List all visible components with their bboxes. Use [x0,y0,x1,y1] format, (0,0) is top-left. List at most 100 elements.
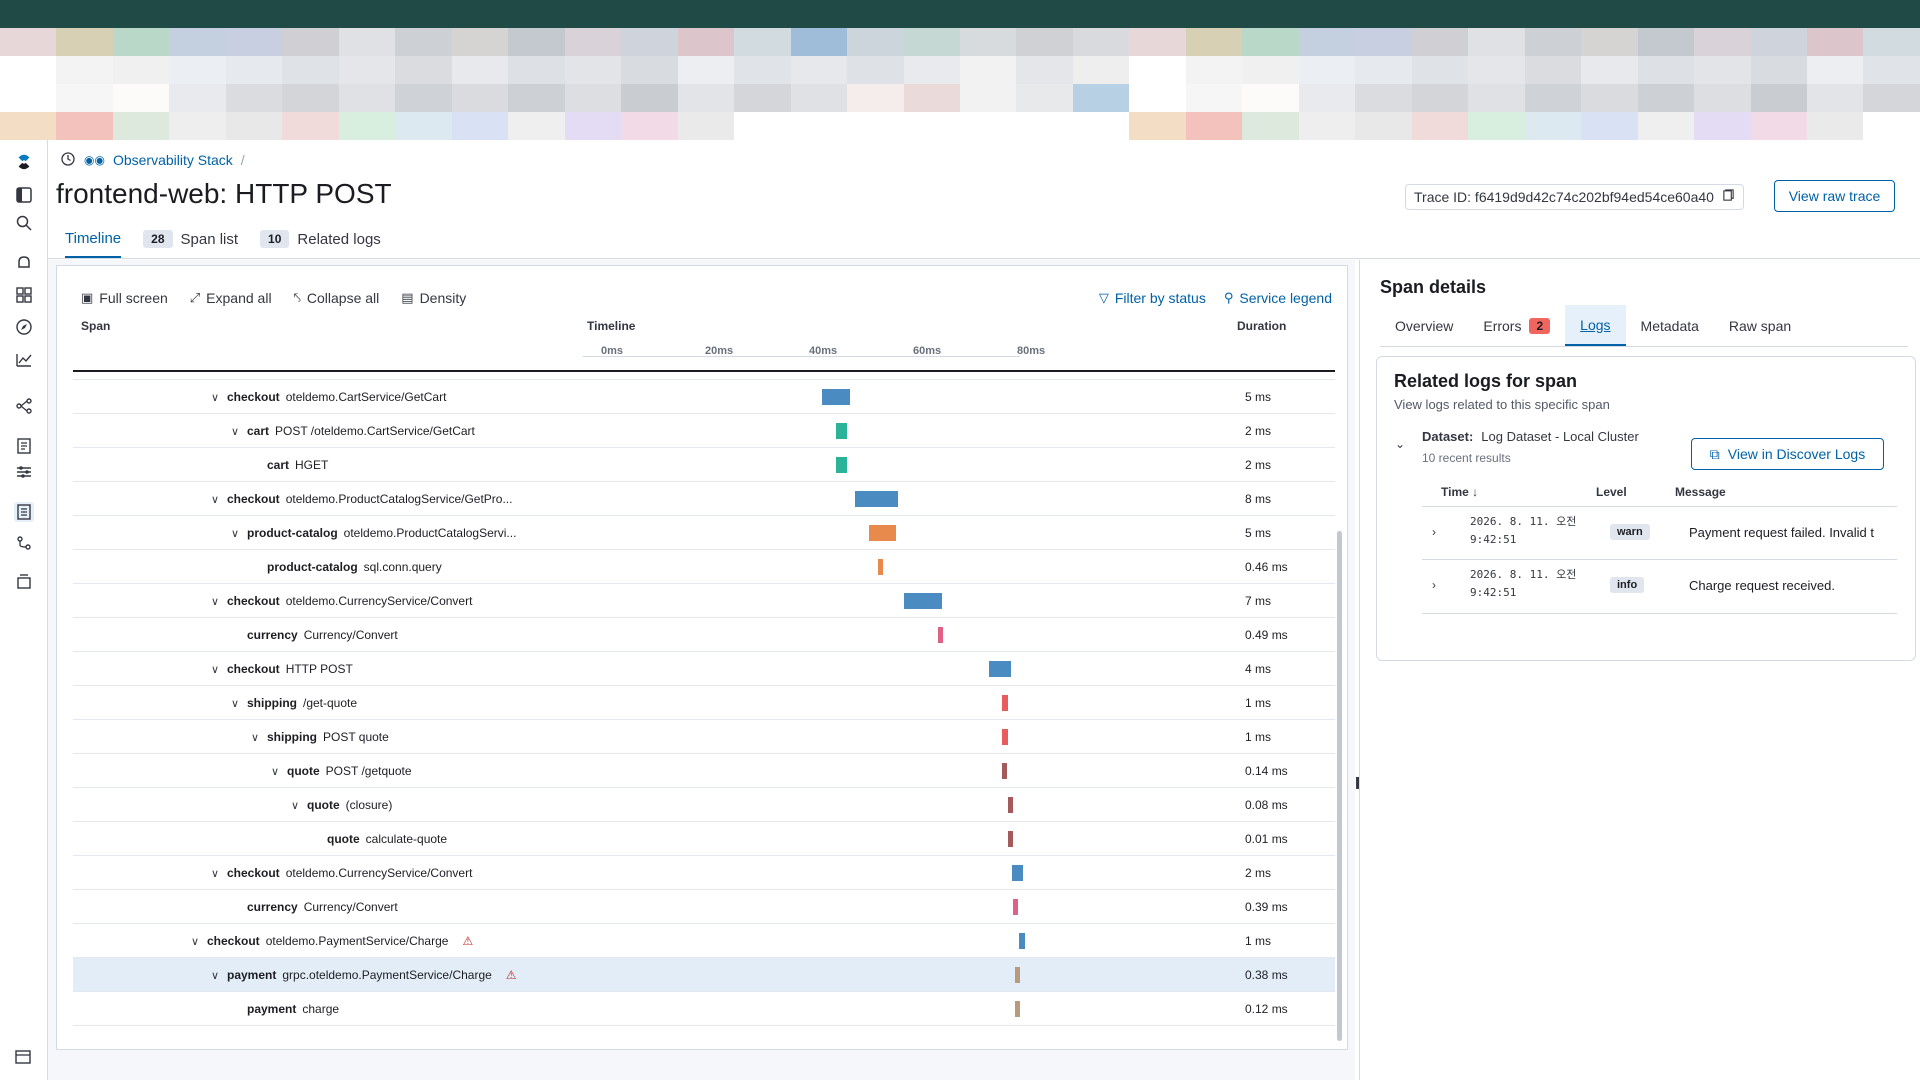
collapse-chevron-icon[interactable]: ∨ [210,969,220,982]
expand-row-chevron-icon[interactable]: › [1432,578,1436,592]
dashboards-icon[interactable] [14,285,34,305]
span-duration-bar[interactable] [1008,831,1014,847]
collapse-chevron-icon[interactable]: ∨ [290,799,300,812]
search-icon[interactable] [14,213,34,233]
span-row[interactable]: currency Currency/Convert 0.49 ms [73,618,1335,652]
span-duration-bar[interactable] [854,491,899,507]
collapse-chevron-icon[interactable]: ∨ [230,425,240,438]
collapse-chevron-icon[interactable]: ∨ [210,867,220,880]
tab-related-logs[interactable]: 10 Related logs [260,220,381,258]
tab-overview[interactable]: Overview [1380,305,1468,346]
alerts-icon[interactable] [14,253,34,273]
tab-errors[interactable]: Errors 2 [1468,305,1565,346]
span-row[interactable]: currency Currency/Convert 0.39 ms [73,890,1335,924]
collapse-chevron-icon[interactable]: ∨ [230,527,240,540]
span-row[interactable]: ∨ checkout oteldemo.CurrencyService/Conver… [73,584,1335,618]
span-row[interactable]: ∨ payment grpc.oteldemo.PaymentService/Cha… [73,958,1335,992]
tab-logs[interactable]: Logs [1565,305,1626,346]
traces-icon[interactable] [14,502,34,522]
copy-icon[interactable] [1722,189,1735,205]
span-duration-bar[interactable] [822,389,850,405]
span-row[interactable]: ∨ checkout oteldemo.ProductCatalogService/… [73,482,1335,516]
span-row[interactable]: cart HGET 2 ms [73,448,1335,482]
span-row[interactable]: product-catalog sql.conn.query 0.46 ms [73,550,1335,584]
tab-metadata[interactable]: Metadata [1626,305,1714,346]
collapse-all-button[interactable]: ⤣ Collapse all [294,290,380,306]
span-duration-text: 8 ms [1245,492,1272,506]
span-row[interactable]: quote calculate-quote 0.01 ms [73,822,1335,856]
vertical-scrollbar[interactable] [1337,531,1342,1041]
span-row[interactable]: ∨ shipping/get-quote 1 ms [73,686,1335,720]
breadcrumb-project-link[interactable]: Observability Stack [112,152,233,168]
span-duration-bar[interactable] [903,593,942,609]
span-row[interactable]: ∨ cart POST /oteldemo.CartService/GetCart 2… [73,414,1335,448]
visualize-icon[interactable] [14,349,34,369]
collapse-chevron-icon[interactable]: ∨ [210,391,220,404]
span-duration-bar[interactable] [878,559,884,575]
discover-icon[interactable] [14,317,34,337]
span-duration-bar[interactable] [836,457,848,473]
log-row[interactable]: › 2026. 8. 11. 오전 9:42:51 warn Payment re… [1422,507,1897,559]
span-duration-text: 0.08 ms [1245,798,1288,812]
timeline-card: ▣ Full screen ⤢ Expand all ⤣ Collapse all ▤… [56,265,1348,1050]
panel-resize-handle[interactable]: ❚ [1353,775,1363,789]
tab-span-list[interactable]: 28 Span list [143,220,238,258]
span-row[interactable]: ∨ checkout oteldemo.CartService/GetCart 5 m… [73,380,1335,414]
history-icon[interactable] [60,151,76,170]
panel-icon[interactable] [14,185,34,205]
filter-by-status-button[interactable]: ▽ Filter by status [1099,290,1206,306]
collapse-chevron-icon[interactable]: ∨ [230,697,240,710]
tab-raw-span[interactable]: Raw span [1714,305,1806,346]
workflow-icon[interactable] [14,533,34,553]
span-duration-bar[interactable] [836,423,848,439]
span-row[interactable]: payment charge 0.12 ms [73,992,1335,1026]
span-duration-bar[interactable] [1014,1001,1020,1017]
span-row[interactable]: ∨ quote POST /getquote 0.14 ms [73,754,1335,788]
collapse-chevron-icon[interactable]: ∨ [210,493,220,506]
span-row[interactable]: ∨ product-catalog oteldemo.ProductCatalogS… [73,516,1335,550]
span-duration-bar[interactable] [1008,797,1014,813]
span-row[interactable]: ∨ checkout HTTP POST 4 ms [73,652,1335,686]
log-row[interactable]: › 2026. 8. 11. 오전 9:42:51 info Charge req… [1422,560,1897,612]
density-button[interactable]: ▤ Density [401,290,466,306]
service-legend-button[interactable]: ⚲ Service legend [1224,290,1332,306]
collapse-chevron-icon[interactable]: ∨ [190,935,200,948]
span-duration-bar[interactable] [1014,967,1020,983]
dataset-collapse-chevron-icon[interactable]: ⌄ [1395,437,1406,451]
log-column-time[interactable]: Time ↓ [1441,485,1478,499]
collapse-chevron-icon[interactable]: ∨ [250,731,260,744]
span-duration-bar[interactable] [1002,695,1008,711]
tab-timeline[interactable]: Timeline [65,220,122,258]
reports-icon[interactable] [14,436,34,456]
span-duration-bar[interactable] [1012,899,1018,915]
span-row[interactable]: ∨ shipping POST quote 1 ms [73,720,1335,754]
span-row[interactable]: ∨ checkout oteldemo.PaymentService/Charge ⚠… [73,924,1335,958]
span-duration-bar[interactable] [937,627,943,643]
span-duration-bar[interactable] [1002,729,1008,745]
collapse-chevron-icon[interactable]: ∨ [210,663,220,676]
expand-all-button[interactable]: ⤢ Expand all [190,290,272,306]
view-raw-trace-button[interactable]: View raw trace [1774,180,1895,212]
span-duration-bar[interactable] [1012,865,1024,881]
span-operation-name: (closure) [345,798,393,812]
view-in-discover-logs-button[interactable]: ⧉ View in Discover Logs [1691,438,1884,470]
span-row[interactable]: ∨checkoutprepareOrderItemsAndShippingQuo… [73,373,1335,380]
span-row[interactable]: ∨ quote (closure) 0.08 ms [73,788,1335,822]
collapse-chevron-icon[interactable]: ∨ [210,595,220,608]
service-map-icon[interactable] [14,396,34,416]
full-screen-button[interactable]: ▣ Full screen [81,290,168,306]
span-details-title: Span details [1380,277,1487,297]
span-duration-bar[interactable] [868,525,896,541]
expand-row-chevron-icon[interactable]: › [1432,525,1436,539]
span-duration-bar[interactable] [989,661,1012,677]
settings-sliders-icon[interactable] [14,462,34,482]
logo-icon[interactable] [14,152,34,172]
span-duration-bar[interactable] [1019,933,1025,949]
collapse-chevron-icon[interactable]: ∨ [270,765,280,778]
span-service-name: quote [287,764,320,778]
span-operation-name: /get-quote [303,696,358,710]
span-duration-bar[interactable] [1002,763,1008,779]
span-row[interactable]: ∨ checkout oteldemo.CurrencyService/Conver… [73,856,1335,890]
inbox-icon[interactable] [14,571,34,591]
dock-icon[interactable] [14,1048,32,1066]
